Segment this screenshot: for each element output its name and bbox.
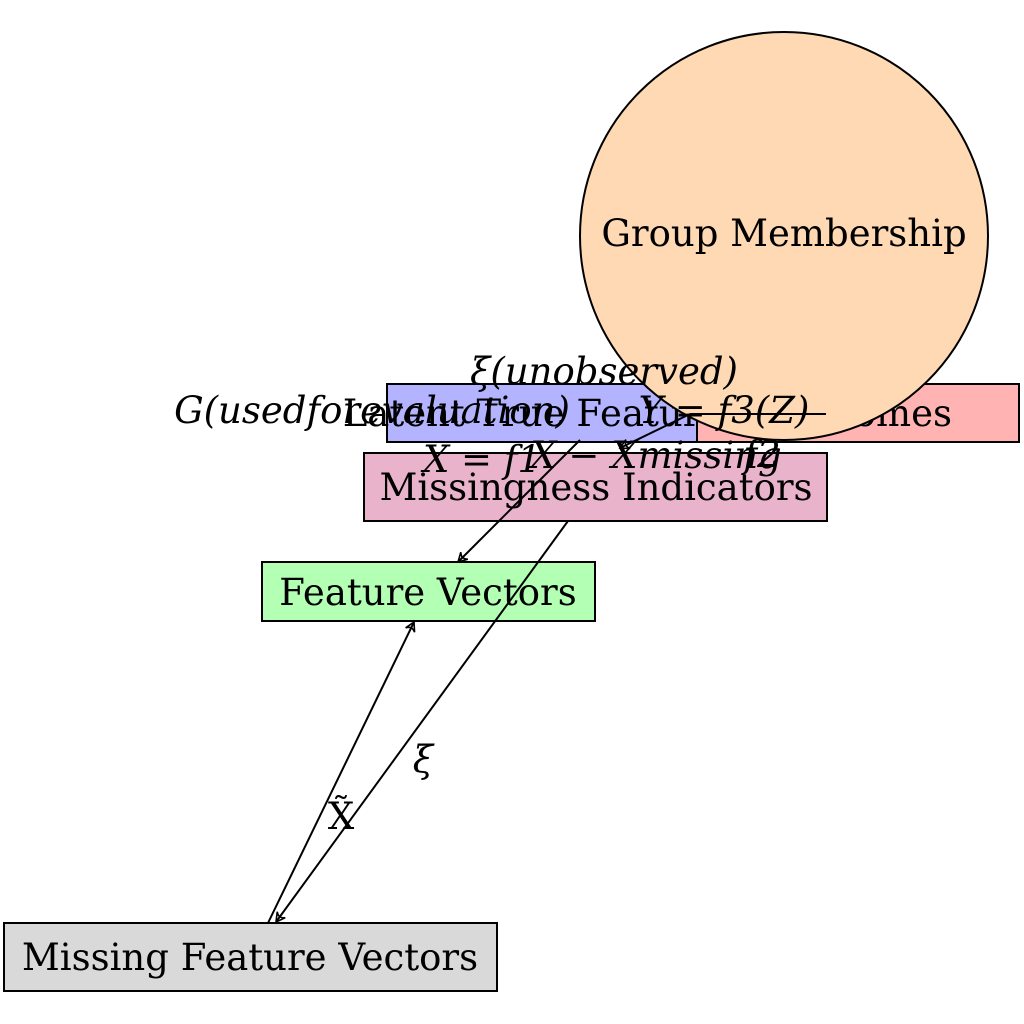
edge-missingness-to-missing-features [275,520,569,924]
edge-latent-to-feature-vectors [456,439,581,564]
group-membership-label: Group Membership [601,212,966,255]
x-missing-label: X − Xmissing [527,434,781,477]
missing-feature-vectors-label: Missing Feature Vectors [22,936,478,979]
xi-unobserved-label: ξ(unobserved) [470,350,738,393]
feature-vectors-label: Feature Vectors [279,571,576,614]
group-membership-node [579,31,989,441]
missingness-indicators-node [363,452,828,522]
latent-true-features-node [386,383,698,443]
edge-missing-to-feature-vectors [267,620,416,924]
missing-feature-vectors-node [3,922,498,992]
y-f3-label: Y = f3(Z) [639,389,810,432]
g-used-label: G(usedforevaluation) [174,389,570,432]
f2-label: f2 [740,433,780,476]
feature-vectors-node [261,561,596,622]
x-tilde-label: X̃ [328,794,355,838]
edge-group-to-missingness [618,413,691,450]
missingness-indicators-label: Missingness Indicators [379,466,812,509]
xi-label: ξ [413,738,435,781]
x-f1-label: X = f1 [420,438,541,481]
